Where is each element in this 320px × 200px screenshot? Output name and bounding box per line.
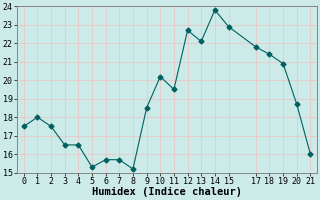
- X-axis label: Humidex (Indice chaleur): Humidex (Indice chaleur): [92, 187, 242, 197]
